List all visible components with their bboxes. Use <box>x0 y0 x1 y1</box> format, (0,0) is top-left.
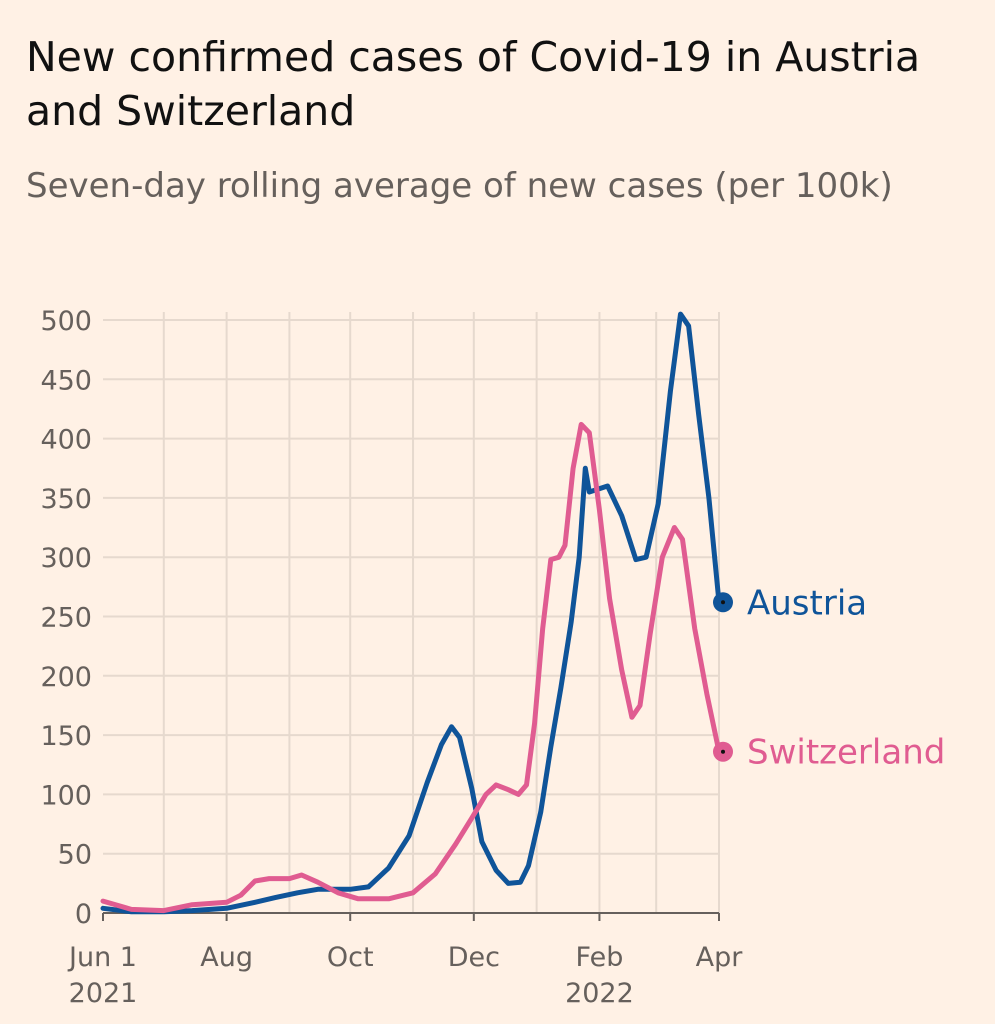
y-tick-label: 400 <box>40 425 92 456</box>
end-marker-dot-austria <box>721 600 725 605</box>
x-axis-tick-labels: Jun 1 2021 Aug Oct Dec Feb 2022 Apr <box>67 913 743 1009</box>
y-tick-label: 0 <box>75 899 92 930</box>
y-tick-label: 300 <box>40 543 92 574</box>
series-lines <box>100 311 722 915</box>
y-axis-tick-labels: 0 50 100 150 200 250 300 350 400 450 500 <box>40 306 92 930</box>
x-tick-label: Apr <box>696 942 744 973</box>
y-tick-label: 450 <box>40 365 92 396</box>
x-tick-label: Aug <box>200 942 253 973</box>
x-tick-label: Oct <box>327 942 374 973</box>
y-tick-label: 150 <box>40 721 92 752</box>
end-labels: Austria Switzerland <box>713 583 945 773</box>
grid-lines <box>103 312 720 913</box>
y-tick-label: 250 <box>40 603 92 634</box>
series-line-austria <box>100 311 722 915</box>
y-tick-label: 50 <box>58 840 92 871</box>
y-tick-label: 500 <box>40 306 92 337</box>
chart-subtitle: Seven-day rolling average of new cases (… <box>26 166 893 206</box>
x-tick-sublabel: 2021 <box>69 978 138 1009</box>
x-tick-label: Jun 1 <box>67 942 137 973</box>
y-tick-label: 100 <box>40 780 92 811</box>
end-label-austria: Austria <box>747 583 867 623</box>
y-tick-label: 200 <box>40 662 92 693</box>
end-label-switzerland: Switzerland <box>747 733 945 773</box>
x-tick-sublabel: 2022 <box>565 978 634 1009</box>
end-marker-dot-switzerland <box>721 749 725 754</box>
x-tick-label: Dec <box>448 942 500 973</box>
x-tick-label: Feb <box>576 942 624 973</box>
y-tick-label: 350 <box>40 484 92 515</box>
chart-title: New confirmed cases of Covid-19 in Austr… <box>26 33 921 135</box>
series-line-switzerland <box>100 421 722 914</box>
